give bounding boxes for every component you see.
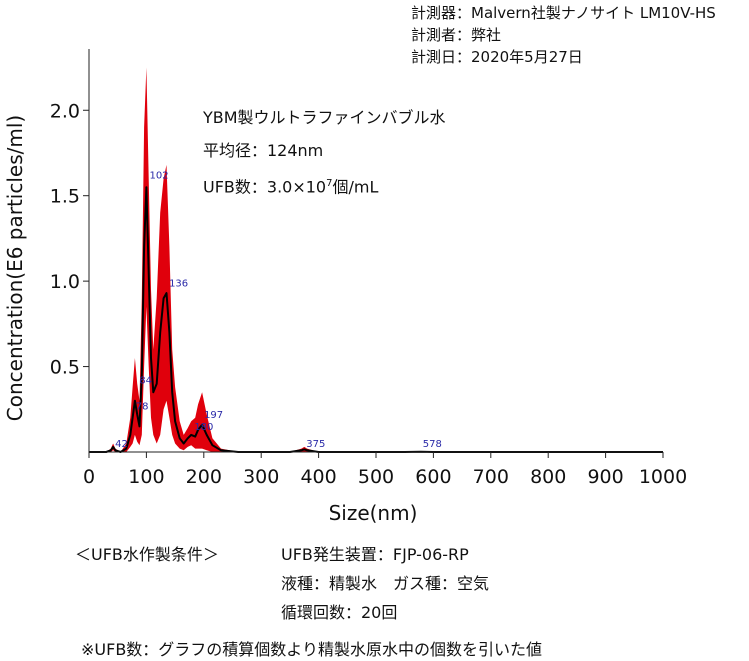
y-axis-title: Concentration(E6 particles/ml): [3, 115, 27, 421]
measurement-info: 計測器：Malvern社製ナノサイト LM10V-HS 計測者：弊社 計測日：2…: [411, 2, 716, 68]
y-tick-label: 0.5: [50, 357, 80, 379]
error-band-layer: [89, 67, 663, 452]
x-tick-label: 500: [358, 466, 394, 488]
peak-label: 180: [194, 422, 213, 433]
device-text: UFB発生装置：FJP-06-RP: [281, 545, 469, 564]
x-tick-label: 0: [83, 466, 95, 488]
sample-info: YBM製ウルトラファインバブル水 平均径：124nm UFB数：3.0×107個…: [203, 101, 446, 203]
peak-label: 375: [306, 439, 325, 450]
error-band: [89, 67, 663, 452]
ufb-count-suffix: 個/mL: [332, 177, 379, 197]
measurer-text: 計測者：弊社: [411, 26, 502, 44]
ufb-count-exponent: 7: [326, 178, 333, 189]
x-tick-label: 1000: [639, 466, 687, 488]
peak-label: 78: [136, 401, 149, 412]
peak-label: 42: [115, 439, 128, 450]
y-tick-label: 2.0: [50, 100, 80, 122]
peak-label: 578: [423, 439, 442, 450]
x-tick-label: 800: [530, 466, 566, 488]
x-tick-label: 600: [415, 466, 451, 488]
mean-line: [89, 186, 663, 453]
sample-title: YBM製ウルトラファインバブル水: [203, 108, 446, 127]
liquid-gas-text: 液種：精製水 ガス種：空気: [281, 574, 490, 593]
x-tick-label: 100: [128, 466, 164, 488]
x-tick-label: 400: [300, 466, 336, 488]
x-tick-label: 300: [243, 466, 279, 488]
peak-label: 197: [204, 410, 223, 421]
peak-label: 102: [150, 171, 169, 182]
peak-label: 84: [139, 376, 152, 387]
ufb-count-prefix: UFB数：3.0×10: [203, 177, 327, 197]
particle-size-chart: 0 100 200 300 400 500 600 700 800 900 1000 0.5 1.0 1.…: [3, 49, 687, 525]
ufb-count-text: UFB数：3.0×107個/mL: [203, 167, 446, 203]
date-text: 計測日：2020年5月27日: [411, 48, 583, 66]
footnote: ※UFB数：グラフの積算個数より精製水原水中の個数を引いた値: [81, 640, 542, 659]
x-tick-label: 900: [587, 466, 623, 488]
production-conditions: ＜UFB水作製条件＞ UFB発生装置：FJP-06-RP 液種：精製水 ガス種：…: [75, 540, 489, 627]
mean-line-layer: [89, 186, 663, 453]
x-axis-title: Size(nm): [329, 501, 418, 525]
tick-labels: 0 100 200 300 400 500 600 700 800 900 1000 0.5 1.0 1.…: [50, 100, 687, 488]
x-tick-label: 200: [186, 466, 222, 488]
cycles-text: 循環回数：20回: [281, 603, 398, 622]
y-tick-label: 1.5: [50, 186, 80, 208]
mean-diameter-text: 平均径：124nm: [203, 141, 324, 160]
y-tick-label: 1.0: [50, 271, 80, 293]
peak-label: 136: [169, 278, 188, 289]
instrument-text: 計測器：Malvern社製ナノサイト LM10V-HS: [411, 4, 716, 22]
conditions-label: ＜UFB水作製条件＞: [75, 545, 219, 564]
x-tick-label: 700: [473, 466, 509, 488]
